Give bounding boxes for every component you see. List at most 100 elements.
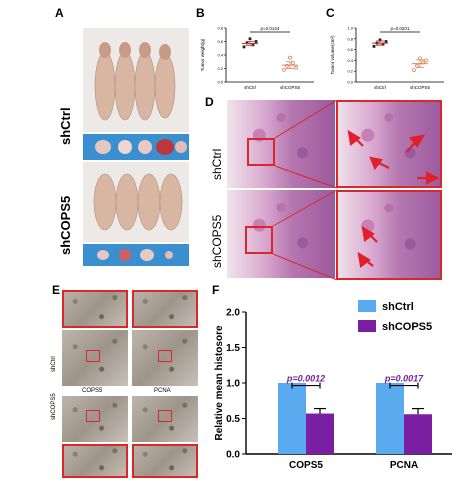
panel-a-row-shctrl: shCtrl bbox=[58, 107, 73, 145]
volume-point bbox=[378, 38, 382, 42]
histoscore-y-tick-label: 1.5 bbox=[226, 343, 240, 354]
arrow-icon bbox=[357, 251, 371, 268]
zoom-connector bbox=[272, 189, 338, 227]
weight-y-tick-label: 0.4 bbox=[217, 53, 223, 58]
volume-point bbox=[412, 68, 416, 73]
panel-label-e: E bbox=[52, 283, 61, 297]
ihc-zoom-frame bbox=[62, 444, 128, 478]
zoom-connector bbox=[272, 253, 338, 280]
zoom-connector bbox=[274, 165, 338, 189]
weight-y-label: Tumor weight(g) bbox=[200, 38, 205, 71]
volume-y-tick-label: 0.2 bbox=[347, 69, 353, 74]
mice-illustration-shcops5 bbox=[93, 173, 183, 231]
weight-point bbox=[282, 67, 286, 72]
ihc-highlight-box bbox=[86, 410, 100, 422]
arrow-icon bbox=[409, 134, 426, 148]
histoscore-y-tick-label: 0.5 bbox=[226, 414, 240, 425]
ihc-pcna-shcops5 bbox=[132, 396, 198, 442]
ihc-cops5-shctrl bbox=[62, 330, 128, 386]
panel-label-f: F bbox=[212, 283, 220, 297]
volume-p-value: p=0.0201 bbox=[391, 26, 410, 31]
weight-point bbox=[248, 37, 252, 41]
panel-label-a: A bbox=[55, 6, 64, 20]
chart-tumor-weight: 0.0 0.2 0.4 0.6 0.8 Tumor weight(g) shCtrl shCO… bbox=[200, 26, 314, 90]
panel-e-row-shcops5: shCOPS5 bbox=[51, 393, 57, 420]
volume-y-tick-label: 0.0 bbox=[347, 80, 353, 85]
weight-x-tick-label: shCtrl bbox=[244, 85, 256, 90]
volume-y-tick-label: 0.4 bbox=[347, 58, 353, 63]
histoscore-y-tick-label: 0.0 bbox=[226, 450, 240, 461]
histology-overlays bbox=[272, 100, 440, 280]
weight-y-tick-label: 0.2 bbox=[217, 66, 223, 71]
volume-point bbox=[372, 44, 376, 48]
histology-high-mag-shctrl bbox=[336, 100, 442, 188]
panel-d-row-shcops5: shCOPS5 bbox=[210, 214, 224, 268]
histoscore-p-value: p=0.0012 bbox=[286, 374, 325, 384]
histoscore-bar bbox=[278, 383, 306, 454]
panel-label-b: B bbox=[196, 6, 205, 20]
histoscore-p-value: p=0.0017 bbox=[384, 374, 424, 384]
arrow-icon bbox=[369, 156, 383, 171]
ihc-col-cops5: COPS5 bbox=[82, 388, 103, 394]
mouse-photo-shctrl bbox=[83, 28, 189, 132]
ihc-highlight-box bbox=[158, 410, 172, 422]
ihc-highlight-box bbox=[158, 350, 172, 362]
histology-low-mag-shctrl bbox=[227, 100, 335, 188]
volume-point bbox=[418, 56, 422, 61]
weight-point bbox=[288, 55, 292, 60]
panel-label-c: C bbox=[326, 6, 335, 20]
volume-y-label: Tumor volume(cm³) bbox=[330, 35, 335, 75]
panel-a-row-shcops5: shCOPS5 bbox=[58, 195, 73, 255]
volume-point bbox=[415, 63, 419, 68]
ihc-highlight-box bbox=[86, 350, 100, 362]
legend-swatch-0 bbox=[358, 300, 376, 312]
ihc-pcna-shctrl bbox=[132, 330, 198, 386]
histoscore-y-tick-label: 1.0 bbox=[226, 379, 240, 390]
ihc-zoom-pcna-shcops5 bbox=[132, 444, 198, 478]
weight-point bbox=[251, 43, 255, 47]
legend-label-1: shCOPS5 bbox=[382, 321, 432, 333]
legend-label-0: shCtrl bbox=[382, 301, 414, 313]
ihc-zoom-frame bbox=[62, 290, 128, 328]
tumor-photo-shctrl bbox=[83, 134, 189, 160]
histoscore-y-tick-label: 2.0 bbox=[226, 308, 240, 319]
weight-x-tick-label: shCOPS5 bbox=[280, 85, 301, 90]
histoscore-bar bbox=[404, 414, 432, 454]
panel-label-d: D bbox=[205, 95, 214, 109]
arrow-icon bbox=[425, 171, 440, 185]
histoscore-bar bbox=[306, 413, 334, 454]
weight-y-tick-label: 0.8 bbox=[217, 26, 223, 31]
ihc-zoom-pcna-shctrl bbox=[132, 290, 198, 328]
volume-point bbox=[424, 58, 428, 63]
tumors-illustration-shctrl bbox=[95, 139, 187, 155]
mice-illustration-shctrl bbox=[94, 42, 176, 121]
weight-point bbox=[285, 63, 289, 68]
volume-x-tick-label: shCtrl bbox=[374, 85, 386, 90]
zoom-frame-shcops5 bbox=[336, 190, 442, 280]
highlight-box-shcops5 bbox=[245, 226, 273, 254]
ihc-zoom-frame bbox=[132, 444, 198, 478]
volume-point bbox=[384, 40, 388, 43]
volume-y-tick-label: 1.0 bbox=[347, 26, 353, 31]
volume-x-tick-label: shCOPS5 bbox=[410, 85, 431, 90]
highlight-box-shctrl bbox=[247, 138, 275, 166]
weight-y-tick-label: 0.6 bbox=[217, 39, 223, 44]
weight-point bbox=[294, 65, 298, 70]
legend-swatch-1 bbox=[358, 320, 376, 332]
weight-y-tick-label: 0.0 bbox=[217, 80, 223, 85]
mouse-photo-shcops5 bbox=[83, 162, 189, 242]
zoom-connector bbox=[274, 100, 338, 139]
histology-high-mag-shcops5 bbox=[336, 190, 442, 280]
weight-point bbox=[245, 41, 249, 45]
chart-tumor-volume: 0.0 0.2 0.4 0.6 0.8 1.0 Tumor volume(cm³) shCtr… bbox=[330, 26, 444, 90]
volume-y-tick-label: 0.8 bbox=[347, 36, 353, 41]
tumor-photo-shcops5 bbox=[83, 244, 189, 266]
weight-point bbox=[254, 40, 258, 43]
volume-y-tick-label: 0.6 bbox=[347, 47, 353, 52]
weight-p-value: p=0.0134 bbox=[261, 26, 280, 31]
tumors-illustration-shcops5 bbox=[97, 249, 173, 261]
ihc-zoom-cops5-shctrl bbox=[62, 290, 128, 328]
weight-point bbox=[242, 45, 246, 49]
ihc-zoom-frame bbox=[132, 290, 198, 328]
